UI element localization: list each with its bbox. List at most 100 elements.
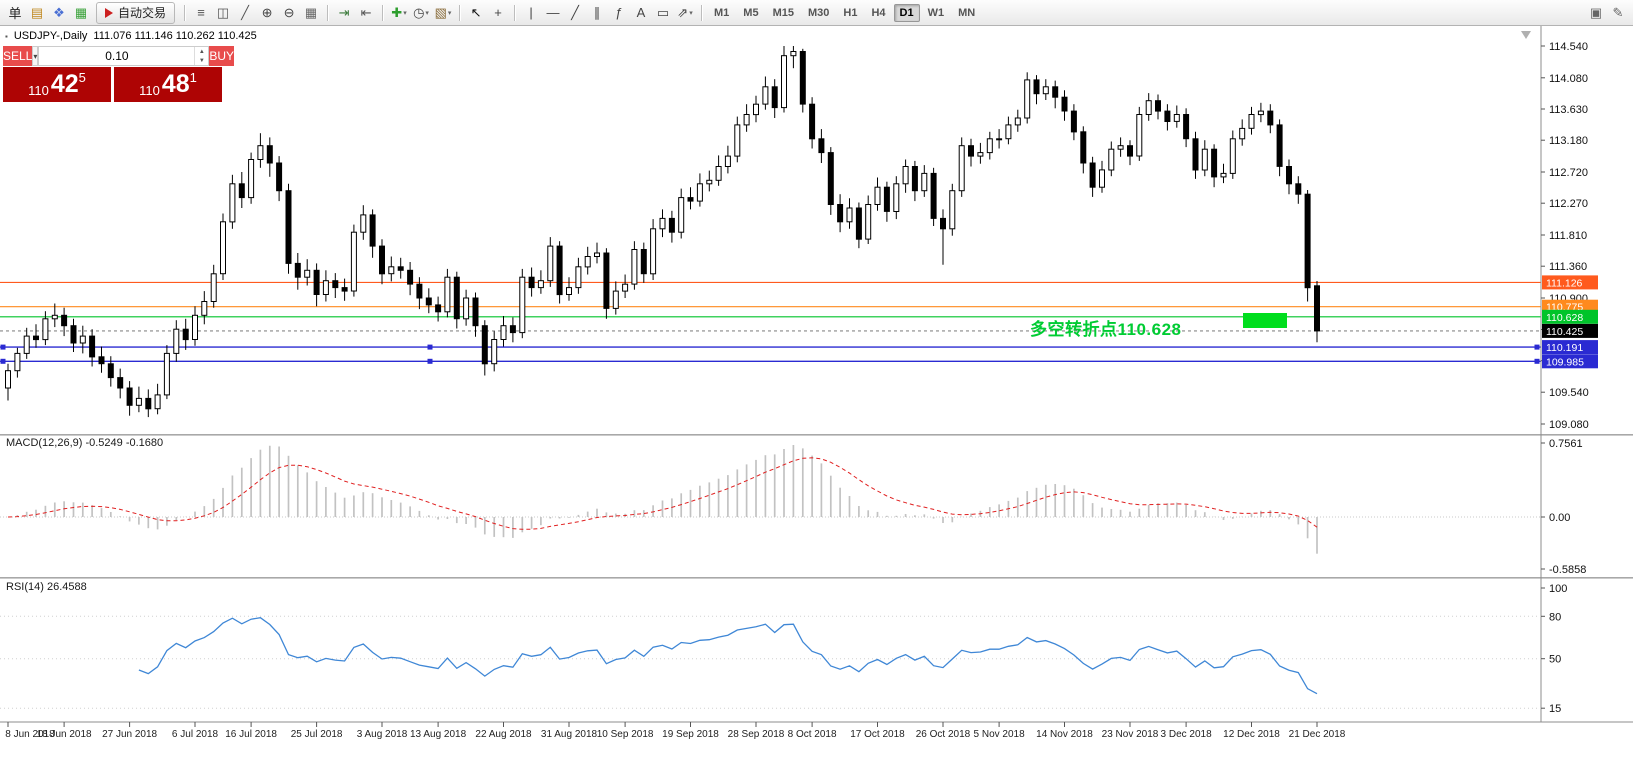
candle-body xyxy=(1248,114,1255,129)
zoom-out-icon[interactable]: ⊖ xyxy=(283,4,295,20)
panel-separator[interactable] xyxy=(0,434,1633,436)
periods-icon[interactable]: ◷ ▾ xyxy=(413,4,429,20)
candle-body xyxy=(827,152,834,206)
tile-windows-icon[interactable]: ▦ xyxy=(304,4,318,20)
line-handle[interactable] xyxy=(427,358,433,364)
buy-button[interactable]: BUY xyxy=(209,46,235,66)
date-label: 23 Nov 2018 xyxy=(1102,729,1159,740)
line-handle[interactable] xyxy=(0,344,6,350)
order-type-dropdown[interactable]: ▾ xyxy=(32,46,39,66)
candle-body xyxy=(1024,79,1031,119)
dropdown-arrow-icon[interactable]: ▾ xyxy=(447,9,452,17)
candle-body xyxy=(706,179,713,185)
timeframe-m5-button[interactable]: M5 xyxy=(743,6,759,19)
new-order-icon[interactable]: 单 xyxy=(8,6,22,21)
equidistant-channel-icon[interactable]: ∥ xyxy=(593,4,601,20)
cursor-icon[interactable]: ↖ xyxy=(470,4,482,20)
timeframe-m1-button[interactable]: M1 xyxy=(714,6,730,19)
timeframe-w1-button[interactable]: W1 xyxy=(927,6,945,19)
fibonacci-icon[interactable]: ƒ xyxy=(615,5,623,20)
candle-body xyxy=(5,370,11,389)
templates-icon[interactable]: ▧ ▾ xyxy=(434,4,452,20)
rsi-scale-label: 80 xyxy=(1549,611,1561,623)
auto-trading-button[interactable]: 自动交易 xyxy=(96,1,176,24)
candle-body xyxy=(192,314,198,340)
dropdown-arrow-icon[interactable]: ▾ xyxy=(689,9,693,17)
candle-body xyxy=(622,283,629,292)
candlestick-chart-icon[interactable]: ◫ xyxy=(216,4,230,20)
candle-body xyxy=(388,266,395,275)
annotation-rectangle[interactable] xyxy=(1243,313,1287,328)
horizontal-line-icon[interactable]: — xyxy=(546,5,560,20)
indicators-icon[interactable]: ✚ ▾ xyxy=(391,4,407,20)
price-tag-label: 111.126 xyxy=(1546,277,1583,289)
candle-body xyxy=(547,245,554,282)
candle-body xyxy=(491,339,498,365)
candle-body xyxy=(1014,117,1021,126)
timeframe-m30-button[interactable]: M30 xyxy=(807,6,830,19)
vertical-line-icon[interactable]: | xyxy=(529,5,533,20)
timeframe-h1-button[interactable]: H1 xyxy=(843,6,858,19)
dropdown-arrow-icon[interactable]: ▾ xyxy=(425,9,429,17)
dock-window-icon[interactable]: ▣ xyxy=(1589,4,1603,20)
candle-body xyxy=(537,280,544,289)
buy-price-display[interactable]: 110 48 1 xyxy=(114,67,222,102)
auto-scroll-icon[interactable]: ⇥ xyxy=(338,4,350,20)
candle-body xyxy=(435,304,442,313)
text-label-icon[interactable]: ▭ xyxy=(656,4,670,20)
volume-spinner: ▲ ▼ xyxy=(194,47,208,65)
candle-body xyxy=(1080,131,1087,164)
date-label: 8 Oct 2018 xyxy=(788,729,837,740)
timeframe-d1-button[interactable]: D1 xyxy=(893,3,920,22)
line-chart-icon[interactable]: ╱ xyxy=(241,4,249,20)
date-label: 22 Aug 2018 xyxy=(475,729,532,740)
volume-field: ▲ ▼ xyxy=(38,46,210,66)
candle-body xyxy=(163,352,170,396)
candle-body xyxy=(949,190,956,230)
annotation-text[interactable]: 多空转折点110.628 xyxy=(1030,320,1182,339)
candle-body xyxy=(893,183,900,213)
trendline-icon[interactable]: ╱ xyxy=(571,4,579,20)
chart-shift-icon[interactable]: ⇤ xyxy=(360,4,372,20)
candle-body xyxy=(379,245,385,275)
date-label: 19 Sep 2018 xyxy=(662,729,719,740)
dropdown-arrow-icon[interactable]: ▾ xyxy=(403,9,407,17)
candle-body xyxy=(14,352,21,372)
timeframe-mn-button[interactable]: MN xyxy=(958,6,976,19)
edit-icon[interactable]: ✎ xyxy=(1612,4,1624,20)
timeframe-h4-button[interactable]: H4 xyxy=(871,6,886,19)
macd-scale-label: 0.00 xyxy=(1549,512,1570,524)
date-label: 3 Dec 2018 xyxy=(1161,729,1213,740)
candle-body xyxy=(126,387,133,406)
date-label: 27 Jun 2018 xyxy=(102,729,157,740)
sell-price-display[interactable]: 110 42 5 xyxy=(3,67,111,102)
line-handle[interactable] xyxy=(427,344,433,350)
candle-body xyxy=(1239,127,1246,140)
line-handle[interactable] xyxy=(1534,344,1540,350)
profiles-icon[interactable]: ❖ xyxy=(53,4,65,20)
data-window-icon[interactable]: ▦ xyxy=(74,4,88,20)
line-handle[interactable] xyxy=(1534,358,1540,364)
macd-signal-line xyxy=(7,457,1318,530)
sell-button[interactable]: SELL xyxy=(3,46,33,66)
volume-input[interactable] xyxy=(39,47,195,65)
candle-body xyxy=(1117,145,1124,150)
crosshair-icon[interactable]: + xyxy=(494,5,502,20)
bar-chart-icon[interactable]: ≡ xyxy=(197,5,205,20)
candle-body xyxy=(940,217,946,230)
arrows-icon[interactable]: ⇗ ▾ xyxy=(677,4,693,20)
volume-down-button[interactable]: ▼ xyxy=(198,57,205,64)
new-chart-icon[interactable]: ▤ xyxy=(30,4,44,20)
text-icon[interactable]: A xyxy=(636,5,646,20)
line-handle[interactable] xyxy=(0,358,6,364)
panel-separator[interactable] xyxy=(0,577,1633,579)
candle-body xyxy=(1304,193,1311,289)
play-icon xyxy=(105,7,113,18)
zoom-in-icon[interactable]: ⊕ xyxy=(261,4,273,20)
rsi-line xyxy=(138,617,1318,695)
timeframe-m15-button[interactable]: M15 xyxy=(772,6,794,19)
candle-body xyxy=(958,145,965,192)
volume-up-button[interactable]: ▲ xyxy=(198,48,205,55)
candle-body xyxy=(1276,124,1283,167)
